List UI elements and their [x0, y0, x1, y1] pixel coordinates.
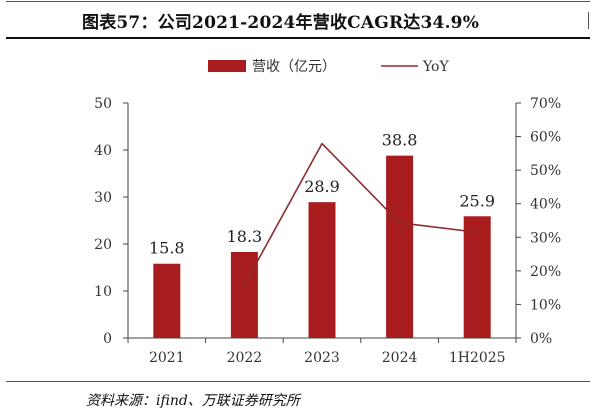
legend-bar-swatch	[208, 60, 246, 72]
y-left-tick-label: 10	[94, 284, 112, 300]
bar-value-label: 18.3	[227, 227, 263, 246]
y-right-tick-label: 50%	[530, 163, 561, 179]
bar-value-label: 25.9	[459, 191, 495, 210]
bar-value-label: 38.8	[382, 131, 418, 150]
y-left-tick-label: 20	[94, 237, 112, 253]
bar-value-label: 15.8	[149, 239, 185, 258]
x-tick-label: 2021	[149, 350, 185, 366]
figure-title: 图表57：公司2021-2024年营收CAGR达34.9%	[82, 13, 480, 33]
data-labels: 15.8 18.3 28.9 38.8 25.9	[149, 131, 495, 258]
revenue-bar	[153, 263, 181, 338]
y-left-tick-label: 0	[103, 331, 112, 347]
chart-legend: 营收（亿元） YoY	[208, 59, 449, 75]
x-tick-label: 2023	[304, 350, 340, 366]
revenue-yoy-chart: 营收（亿元） YoY 0 10 20 30 40 50 0% 10% 20% 30% 40% 50% 60…	[94, 59, 561, 366]
y-right-tick-label: 0%	[530, 331, 552, 347]
x-tick-label: 1H2025	[449, 350, 506, 366]
y-left-tick-label: 50	[94, 96, 112, 112]
x-tick-label: 2024	[382, 350, 418, 366]
bar-series	[153, 155, 491, 338]
chart-axes: 0 10 20 30 40 50 0% 10% 20% 30% 40% 50% 60% 70% 2021 20…	[94, 96, 561, 366]
legend-bar-label: 营收（亿元）	[252, 59, 336, 75]
y-left-tick-label: 30	[94, 190, 112, 206]
revenue-bar	[386, 155, 414, 338]
title-rule	[6, 37, 590, 39]
y-right-tick-label: 10%	[530, 297, 561, 313]
legend-line-label: YoY	[422, 59, 449, 75]
y-left-tick-label: 40	[94, 143, 112, 159]
edge-mark	[588, 12, 595, 29]
x-tick-label: 2022	[227, 350, 263, 366]
yoy-line	[243, 142, 478, 286]
y-right-tick-label: 70%	[530, 96, 561, 112]
y-right-tick-label: 60%	[530, 130, 561, 146]
revenue-bar	[230, 251, 258, 338]
y-right-tick-label: 30%	[530, 230, 561, 246]
top-rule	[6, 1, 590, 2]
y-right-tick-label: 40%	[530, 197, 561, 213]
revenue-bar	[308, 202, 336, 338]
source-rule	[6, 381, 590, 382]
y-right-tick-label: 20%	[530, 264, 561, 280]
bar-value-label: 28.9	[304, 177, 340, 196]
yoy-line-series	[243, 142, 478, 286]
revenue-bar	[463, 216, 491, 338]
source-note: 资料来源：ifind、万联证券研究所	[86, 393, 300, 409]
